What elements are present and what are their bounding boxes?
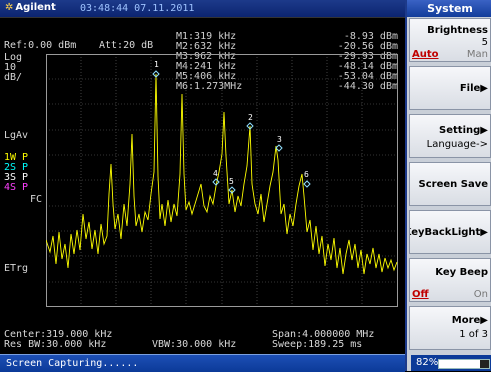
marker-5-name: M5:406 kHz	[176, 71, 237, 82]
softkey-more[interactable]: More▶ 1 of 3	[409, 306, 491, 350]
marker-1-name: M1:319 kHz	[176, 31, 237, 42]
spectrum-graticule: 1 2 3 4 5 6	[46, 54, 398, 307]
softkey-key-beep-off: Off	[412, 289, 429, 300]
marker-1-diamond	[152, 70, 160, 78]
spectrum-display[interactable]: Ref:0.00 dBm Att:20 dB Log 10 dB/ LgAv 1…	[0, 17, 405, 355]
battery-icon	[438, 359, 490, 369]
marker-4-name: M4:241 kHz	[176, 61, 237, 72]
agilent-logo: ✲ Agilent	[5, 2, 56, 13]
softkey-brightness-man: Man	[466, 49, 488, 60]
scale-unit: dB/	[4, 72, 23, 83]
scale-type: Log	[4, 52, 23, 63]
softkey-setting-label: Setting▶	[439, 125, 488, 136]
softkey-key-backlight[interactable]: KeyBackLight▶	[409, 210, 491, 254]
softkey-key-backlight-label: KeyBackLight▶	[409, 227, 488, 238]
attenuation: Att:20 dB	[99, 40, 154, 51]
ref-level: Ref:0.00 dBm	[4, 40, 77, 51]
softkey-screen-save-label: Screen Save	[418, 179, 488, 190]
softkey-more-page: 1 of 3	[459, 329, 488, 340]
softkey-screen-save[interactable]: Screen Save	[409, 162, 491, 206]
marker-3-value: -29.93 dBm	[337, 51, 398, 62]
marker-2-name: M2:632 kHz	[176, 41, 237, 52]
softkey-key-beep[interactable]: Key Beep Off On	[409, 258, 491, 302]
marker-6-tag: 6	[304, 170, 309, 179]
status-bar: Screen Capturing......	[0, 354, 405, 372]
sweep-time: Sweep:189.25 ms	[272, 339, 363, 350]
trace-2-label: 2S P	[4, 162, 29, 173]
marker-1-tag: 1	[154, 60, 159, 69]
marker-4-tag: 4	[213, 169, 218, 178]
softkey-more-label: More▶	[451, 315, 488, 326]
battery-indicator: 82%	[411, 355, 491, 371]
battery-percent: 82%	[416, 357, 439, 368]
trace-3-label: 3S P	[4, 172, 29, 183]
marker-2-value: -20.56 dBm	[337, 41, 398, 52]
marker-6-value: -44.30 dBm	[337, 81, 398, 92]
softkey-brightness-label: Brightness	[427, 25, 488, 36]
menu-title: System	[407, 0, 491, 17]
agilent-spark-icon: ✲	[5, 2, 14, 13]
marker-4-value: -48.14 dBm	[337, 61, 398, 72]
trigger-type: ETrg	[4, 263, 29, 274]
marker-2-diamond	[246, 122, 254, 130]
softkey-panel: System Brightness 5 Auto Man File▶ Setti…	[405, 0, 491, 371]
softkey-brightness-auto: Auto	[412, 49, 439, 60]
datetime: 03:48:44 07.11.2011	[80, 3, 195, 14]
softkey-key-beep-on: On	[473, 289, 488, 300]
softkey-brightness[interactable]: Brightness 5 Auto Man	[409, 18, 491, 62]
resolution-bandwidth: Res BW:30.000 kHz	[4, 339, 107, 350]
video-bandwidth: VBW:30.000 kHz	[152, 339, 237, 350]
trace-1-line	[46, 73, 398, 275]
marker-6-name: M6:1.273MHz	[176, 81, 243, 92]
trace-4-label: 4S P	[4, 182, 29, 193]
span: Span:4.000000 MHz	[272, 329, 375, 340]
marker-1-value: -8.93 dBm	[343, 31, 398, 42]
freq-correction: FC	[30, 194, 43, 205]
softkey-brightness-value: 5	[481, 37, 488, 48]
marker-3-diamond	[275, 144, 283, 152]
battery-level	[439, 360, 480, 368]
marker-5-value: -53.04 dBm	[337, 71, 398, 82]
average-type: LgAv	[4, 130, 29, 141]
softkey-setting-sub: Language->	[426, 139, 488, 150]
marker-5-tag: 5	[229, 177, 234, 186]
status-message: Screen Capturing......	[6, 358, 139, 369]
title-bar: ✲ Agilent 03:48:44 07.11.2011	[0, 0, 405, 17]
softkey-setting[interactable]: Setting▶ Language->	[409, 114, 491, 158]
marker-diamonds	[152, 70, 311, 194]
trace-1-label: 1W P	[4, 152, 29, 163]
marker-6-diamond	[303, 180, 311, 188]
scale-value: 10	[4, 62, 17, 73]
marker-5-diamond	[228, 186, 236, 194]
marker-2-tag: 2	[248, 113, 253, 122]
center-frequency: Center:319.000 kHz	[4, 329, 113, 340]
marker-3-tag: 3	[277, 135, 282, 144]
marker-4-diamond	[212, 178, 220, 186]
softkey-key-beep-label: Key Beep	[435, 267, 488, 278]
softkey-file[interactable]: File▶	[409, 66, 491, 110]
softkey-file-label: File▶	[459, 83, 488, 94]
marker-3-name: M3:962 kHz	[176, 51, 237, 62]
